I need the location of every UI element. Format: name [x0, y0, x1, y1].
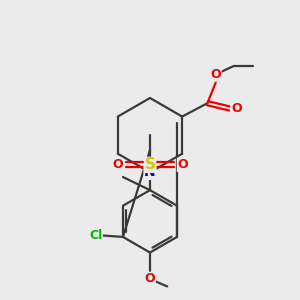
Text: O: O [210, 68, 221, 81]
Text: O: O [231, 102, 242, 115]
Text: S: S [145, 158, 155, 172]
Text: O: O [112, 158, 123, 171]
Text: O: O [177, 158, 188, 171]
Text: O: O [145, 272, 155, 286]
Text: Cl: Cl [89, 229, 102, 242]
Text: N: N [144, 165, 156, 179]
